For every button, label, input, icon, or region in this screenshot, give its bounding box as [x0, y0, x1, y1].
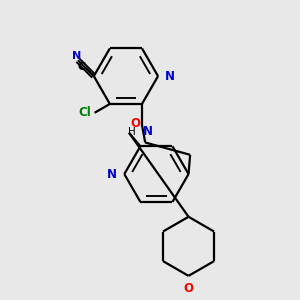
Text: O: O	[184, 282, 194, 295]
Text: N: N	[143, 125, 153, 139]
Text: N: N	[165, 70, 175, 83]
Text: N: N	[72, 51, 81, 62]
Text: Cl: Cl	[78, 106, 91, 119]
Text: H: H	[128, 128, 136, 137]
Text: C: C	[78, 61, 86, 72]
Text: O: O	[130, 116, 140, 130]
Text: N: N	[107, 168, 117, 181]
